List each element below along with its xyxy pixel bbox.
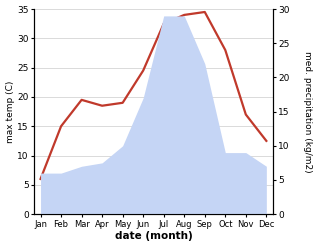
Y-axis label: med. precipitation (kg/m2): med. precipitation (kg/m2) <box>303 51 313 172</box>
X-axis label: date (month): date (month) <box>114 231 192 242</box>
Y-axis label: max temp (C): max temp (C) <box>5 80 15 143</box>
